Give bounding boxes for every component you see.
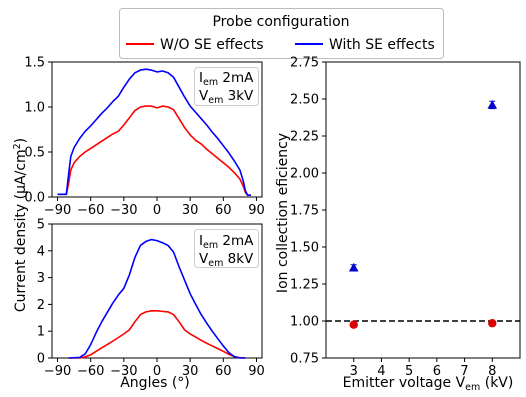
x-tick-label: −30 [110,364,137,379]
right-panel: 3 4 5 6 7 8 0.75 1.00 1.25 1.50 1.75 2.00 2.25 2.50 2.… [290,56,521,379]
y-tick-label: 0.5 [24,146,45,161]
y-tick-label: 2.25 [290,130,319,145]
y-tick-label: 1.00 [290,315,319,330]
annotation-value: 2mA [218,233,254,249]
y-tick-label: 0 [37,352,45,367]
y-tick-label: 0.75 [290,352,319,367]
data-point-wo-se [488,319,497,328]
x-tick-label: 7 [460,364,468,379]
x-tick-label: 0 [153,364,161,379]
bottom-left-panel: −90 −60 −30 0 30 60 90 0 1 2 3 4 5 [37,218,265,380]
label-close-paren: ) [13,138,29,143]
y-tick-label: 2.75 [290,56,319,71]
annotation-sub-em: em [203,240,218,251]
label-units: (kV) [480,375,513,391]
annotation-box-top [194,67,259,106]
top-left-annotation: Iem 2mA Vem 3kV [194,67,259,106]
y-tick-label: 1.5 [24,56,45,71]
y-tick-label: 1.75 [290,204,319,219]
bottom-left-annotation: Iem 2mA Vem 8kV [194,229,259,269]
subscript-em: em [465,382,480,393]
y-tick-label: 1.25 [290,278,319,293]
annotation-voltage-bottom: Vem 8kV [199,251,254,269]
top-left-panel: −90 −60 −30 0 30 60 90 0.0 0.5 1.0 1.5 [24,56,264,219]
annotation-sub-em: em [203,77,218,88]
legend-frame [119,8,444,59]
y-tick-label: 2 [37,298,45,313]
left-y-axis-label: Current density (µA/cm2) [12,138,29,312]
y-tick-label: 1.50 [290,241,319,256]
x-tick-label: 30 [182,203,199,218]
legend-label-with-se: With SE effects [329,37,435,53]
x-tick-label: 3 [350,364,358,379]
x-tick-label: 30 [182,364,199,379]
data-point-with-se [348,262,359,272]
x-tick-label: 60 [215,203,232,218]
y-tick-label: 1 [37,325,45,340]
x-tick-label: 0 [153,203,161,218]
x-tick-label: 6 [433,364,441,379]
x-tick-label: 60 [215,364,232,379]
y-tick-label: 0.0 [24,191,45,206]
series-line-wo-se [68,310,246,359]
x-tick-label: −60 [77,203,104,218]
annotation-value: 2mA [218,70,254,86]
x-tick-label: −30 [110,203,137,218]
right-x-axis-label: Emitter voltage Vem (kV) [343,375,514,393]
x-tick-label: 8 [488,364,496,379]
y-tick-label: 1.0 [24,101,45,116]
legend-label-wo-se: W/O SE effects [160,37,264,53]
series-line-wo-se [57,105,251,196]
annotation-voltage-top: Vem 3kV [199,88,254,106]
series-line-with-se [68,238,246,359]
x-tick-label: 90 [248,203,265,218]
superscript-2: 2 [12,143,23,149]
y-tick-label: 5 [37,218,45,233]
y-tick-label: 4 [37,244,45,259]
data-point-wo-se [349,320,358,329]
annotation-sub-em: em [208,95,223,106]
data-point-with-se [487,100,498,109]
x-tick-label: 5 [405,364,413,379]
annotation-value: 3kV [223,88,254,104]
x-tick-label: −90 [44,364,71,379]
series-line-with-se [57,68,251,196]
legend-title: Probe configuration [212,14,349,30]
bottom-left-x-axis-label: Angles (°) [120,375,190,391]
x-tick-label: 90 [248,364,265,379]
x-tick-label: −90 [44,203,71,218]
annotation-sub-em: em [208,258,223,269]
x-tick-label: −60 [77,364,104,379]
y-tick-label: 3 [37,271,45,286]
y-tick-label: 2.50 [290,93,319,108]
annotation-value: 8kV [223,251,254,267]
annotation-box-bottom [194,229,259,268]
x-tick-label: 4 [377,364,385,379]
y-tick-label: 2.00 [290,167,319,182]
right-y-axis-label: Ion collection eficiency [275,133,291,293]
legend: Probe configuration W/O SE effects With … [119,8,444,59]
